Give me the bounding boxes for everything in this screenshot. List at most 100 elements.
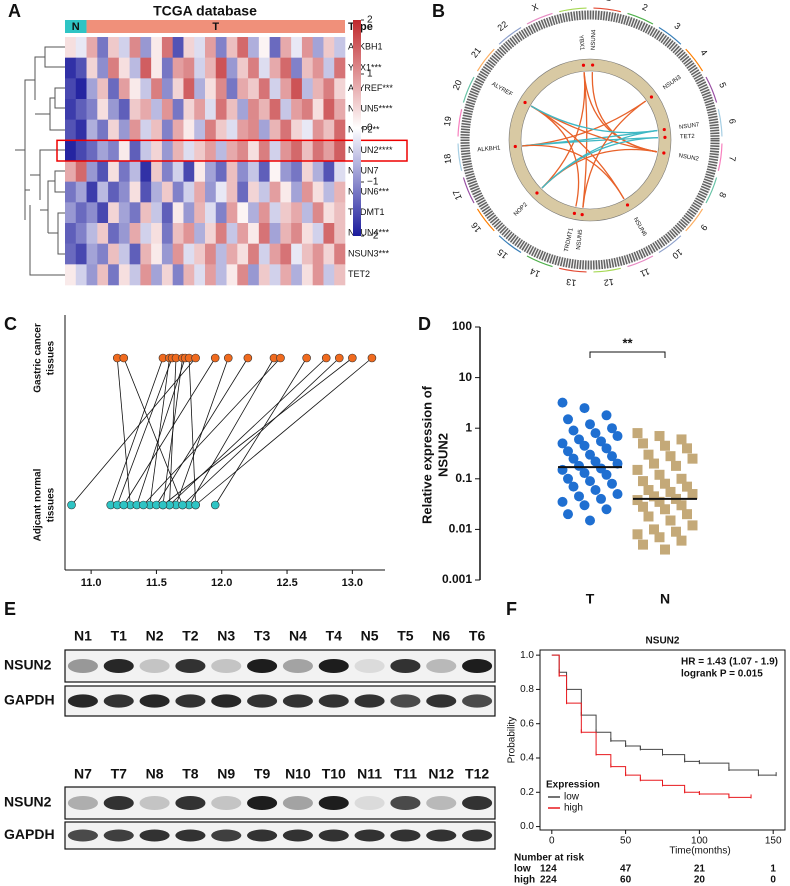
heatmap-cell [97, 264, 109, 286]
pair-line [116, 357, 131, 506]
heatmap-cell [312, 243, 324, 265]
lane-label: N3 [217, 628, 235, 644]
gene-label: NSUN5**** [348, 104, 393, 114]
blot-band [282, 829, 313, 842]
lane-label: T9 [254, 766, 271, 782]
heatmap-cell [118, 78, 130, 100]
heatmap-cell [215, 119, 227, 141]
gene-marker [513, 144, 517, 149]
significance-label: ** [622, 335, 633, 350]
blot-band [103, 795, 134, 811]
heatmap-cell [151, 119, 163, 141]
chromosome-label: 1 [606, 0, 612, 3]
heatmap-cell [215, 37, 227, 58]
gene-label: TRDMT1 [564, 227, 575, 253]
blot-band [462, 658, 493, 674]
heatmap-cell [194, 223, 206, 244]
heatmap-cell [75, 161, 87, 182]
data-point [579, 468, 590, 479]
heatmap-cell [323, 78, 335, 100]
heatmap-cell [183, 37, 195, 58]
chromosome-label: 15 [496, 247, 510, 261]
chromosome-label: 8 [717, 191, 728, 199]
heatmap-cell [323, 57, 335, 79]
heatmap-cell [237, 161, 249, 182]
heatmap-cell [194, 243, 206, 265]
data-point [632, 464, 643, 475]
heatmap-cell [248, 140, 260, 162]
blot-row-label: GAPDH [4, 826, 55, 842]
gene-label: ALYREF*** [348, 83, 393, 93]
heatmap-cell [118, 37, 130, 58]
heatmap-cell [86, 99, 98, 120]
heatmap-cell [161, 202, 173, 224]
heatmap-cell [269, 99, 281, 120]
heatmap-cell [75, 181, 87, 203]
heatmap-cell [215, 223, 227, 244]
blot-band [175, 658, 206, 674]
heatmap-cell [194, 99, 206, 120]
heatmap-cell [75, 57, 87, 79]
data-point [660, 504, 670, 515]
heatmap-cell [323, 37, 335, 58]
chromosome-arc [476, 48, 495, 72]
lane-label: N9 [217, 766, 235, 782]
heatmap-cell [323, 140, 335, 162]
blot-band [318, 829, 349, 842]
data-point [579, 403, 590, 414]
heatmap-cell [161, 119, 173, 141]
heatmap-cell [291, 264, 303, 286]
heatmap-cell [226, 161, 238, 182]
heatmap-cell [140, 161, 152, 182]
heatmap-cell [86, 57, 98, 79]
heatmap-cell [140, 37, 152, 58]
blot-band [247, 658, 278, 674]
gene-label: YBX1*** [348, 62, 382, 72]
heatmap-cell [161, 57, 173, 79]
data-point [676, 535, 687, 546]
heatmap-cell [172, 181, 184, 203]
tumor-dot [367, 353, 377, 363]
heatmap-cell [269, 161, 281, 182]
data-point [676, 500, 687, 511]
heatmap-cell [65, 37, 77, 58]
heatmap-cell [65, 161, 77, 182]
gene-marker [535, 191, 539, 195]
heatmap-cell [237, 99, 249, 120]
heatmap-cell [280, 181, 292, 203]
heatmap-cell [215, 99, 227, 120]
data-point [665, 515, 676, 526]
inner-ring [509, 59, 671, 221]
heatmap-cell [258, 181, 270, 203]
data-point [638, 501, 648, 512]
heatmap-cell [215, 264, 227, 286]
heatmap-cell [301, 161, 313, 182]
data-point [557, 397, 568, 408]
data-point [643, 485, 654, 496]
heatmap-cell [86, 161, 98, 182]
heatmap-cell [248, 181, 260, 203]
blot-band [247, 795, 278, 811]
heatmap-cell [248, 57, 260, 79]
heatmap-cell [205, 119, 217, 141]
chromosome-label: 14 [528, 266, 541, 279]
heatmap-cell [140, 99, 152, 120]
pair-line [169, 357, 327, 506]
chromosome-label: 4 [698, 48, 709, 58]
group-bar [86, 20, 346, 33]
heatmap-cell [205, 202, 217, 224]
heatmap-cell [291, 243, 303, 265]
heatmap-cell [323, 243, 335, 265]
heatmap-cell [280, 78, 292, 100]
heatmap-cell [97, 181, 109, 203]
colorbar-label: 0 [367, 123, 373, 134]
heatmap-cell [226, 202, 238, 224]
chromosome-label: 22 [496, 19, 510, 33]
blot-band [318, 694, 349, 708]
data-point [596, 436, 606, 447]
heatmap-cell [65, 140, 77, 162]
colorbar [353, 20, 361, 236]
data-point [607, 423, 617, 434]
data-point [579, 440, 590, 451]
heatmap-cell [291, 78, 303, 100]
